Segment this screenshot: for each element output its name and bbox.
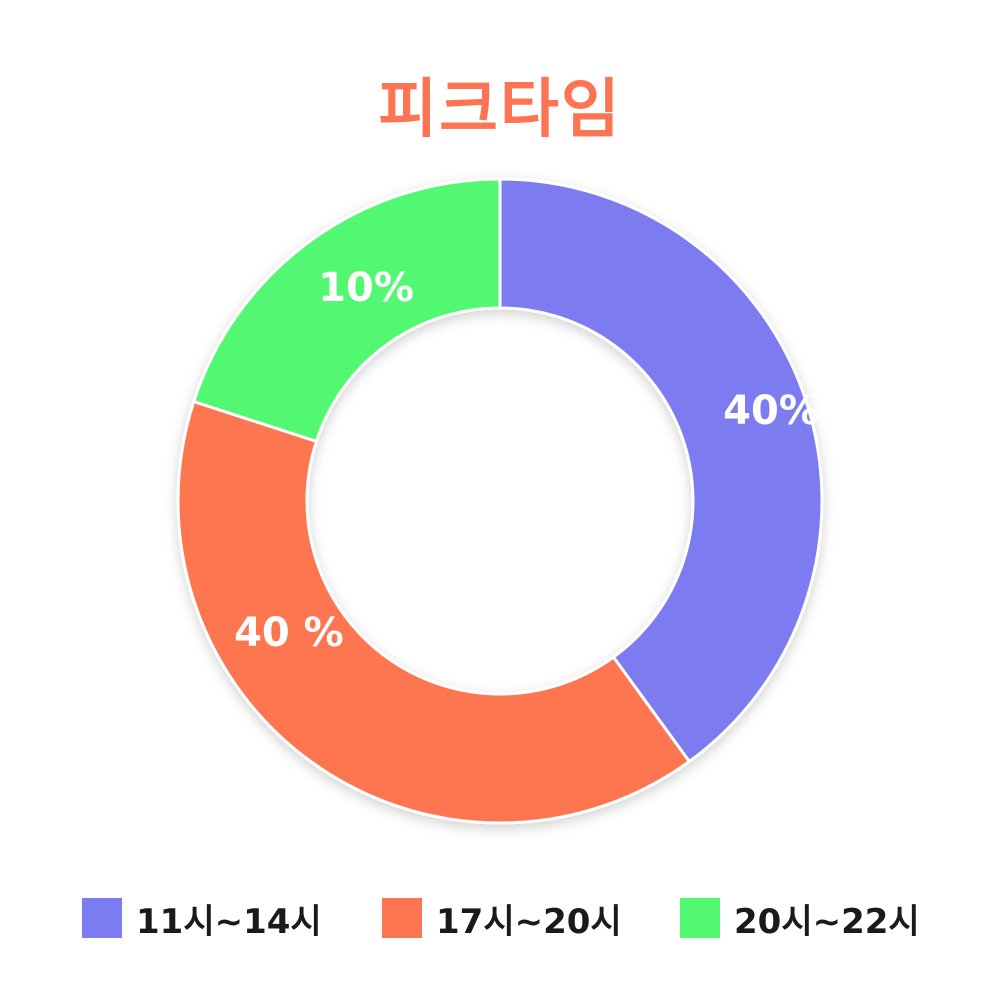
legend-item: 11시~14시 xyxy=(82,893,322,943)
legend-label: 20시~22시 xyxy=(734,901,920,942)
legend: 11시~14시 17시~20시 20시~22시 xyxy=(0,893,1000,943)
slice-3-arc xyxy=(191,177,502,444)
slice-3-label: 10% xyxy=(318,265,414,311)
legend-item: 17시~20시 xyxy=(382,893,622,943)
legend-swatch xyxy=(82,898,122,938)
slice-2-arc xyxy=(176,399,692,825)
chart-title: 피크타임 xyxy=(378,73,622,147)
legend-label: 17시~20시 xyxy=(436,901,622,942)
donut-chart: 40% 40 % 10% xyxy=(176,177,824,825)
slice-1-arc xyxy=(498,177,824,764)
legend-swatch xyxy=(382,898,422,938)
slice-1-label: 40% xyxy=(723,388,819,434)
legend-label: 11시~14시 xyxy=(136,901,322,942)
slice-2-label: 40 % xyxy=(234,610,344,656)
legend-item: 20시~22시 xyxy=(680,893,920,943)
legend-swatch xyxy=(680,898,720,938)
